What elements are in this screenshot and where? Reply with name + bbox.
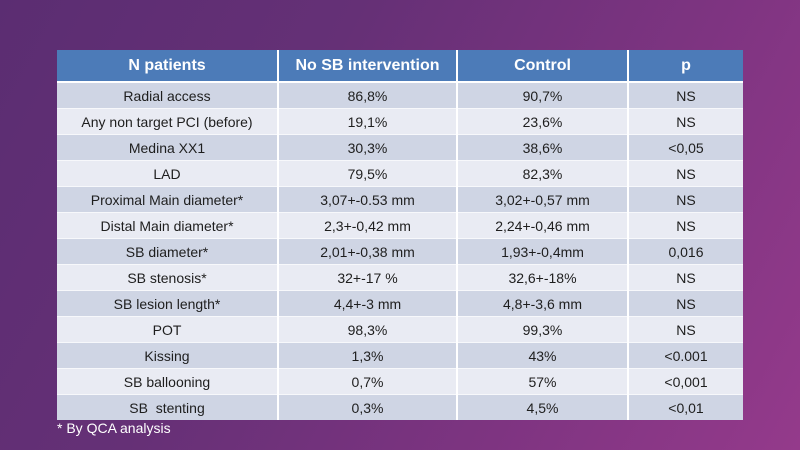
value-cell: <0,01 — [628, 394, 743, 420]
table-row: Any non target PCI (before) 19,1% 23,6% NS — [57, 108, 743, 135]
table-row: SB stenting 0,3% 4,5% <0,01 — [57, 394, 743, 420]
value-cell: <0.001 — [628, 342, 743, 369]
table-row: POT 98,3% 99,3% NS — [57, 316, 743, 343]
row-label-cell: SB stenting — [57, 394, 279, 420]
value-cell: NS — [628, 212, 743, 239]
table-row: SB stenosis* 32+-17 % 32,6+-18% NS — [57, 264, 743, 291]
row-label-cell: SB diameter* — [57, 238, 279, 265]
value-cell: 2,24+-0,46 mm — [457, 212, 629, 239]
footnote: * By QCA analysis — [57, 420, 171, 436]
table-row: SB ballooning 0,7% 57% <0,001 — [57, 368, 743, 395]
table-row: SB lesion length* 4,4+-3 mm 4,8+-3,6 mm NS — [57, 290, 743, 317]
table-row: SB diameter* 2,01+-0,38 mm 1,93+-0,4mm 0,01… — [57, 238, 743, 265]
column-header-control: Control — [457, 50, 629, 83]
table-row: Proximal Main diameter* 3,07+-0.53 mm 3,02… — [57, 186, 743, 213]
value-cell: 79,5% — [278, 160, 458, 187]
value-cell: NS — [628, 316, 743, 343]
header-row: N patients No SB intervention Control p — [57, 50, 743, 83]
column-header-no-sb-intervention: No SB intervention — [278, 50, 458, 83]
value-cell: 0,7% — [278, 368, 458, 395]
table-row: Radial access 86,8% 90,7% NS — [57, 82, 743, 109]
value-cell: 4,5% — [457, 394, 629, 420]
value-cell: 32,6+-18% — [457, 264, 629, 291]
value-cell: 1,93+-0,4mm — [457, 238, 629, 265]
value-cell: 86,8% — [278, 82, 458, 109]
value-cell: 4,4+-3 mm — [278, 290, 458, 317]
row-label-cell: Medina XX1 — [57, 134, 279, 161]
value-cell: NS — [628, 160, 743, 187]
value-cell: NS — [628, 108, 743, 135]
value-cell: 19,1% — [278, 108, 458, 135]
value-cell: 0,3% — [278, 394, 458, 420]
row-label-cell: SB stenosis* — [57, 264, 279, 291]
table-row: Distal Main diameter* 2,3+-0,42 mm 2,24+-0… — [57, 212, 743, 239]
value-cell: NS — [628, 290, 743, 317]
table-row: LAD 79,5% 82,3% NS — [57, 160, 743, 187]
row-label-cell: Radial access — [57, 82, 279, 109]
value-cell: 2,3+-0,42 mm — [278, 212, 458, 239]
row-label-cell: Proximal Main diameter* — [57, 186, 279, 213]
column-header-p: p — [628, 50, 743, 83]
value-cell: <0,05 — [628, 134, 743, 161]
row-label-cell: Any non target PCI (before) — [57, 108, 279, 135]
value-cell: NS — [628, 82, 743, 109]
row-label-cell: SB ballooning — [57, 368, 279, 395]
row-label-cell: LAD — [57, 160, 279, 187]
table-row: Kissing 1,3% 43% <0.001 — [57, 342, 743, 369]
value-cell: 38,6% — [457, 134, 629, 161]
row-label-cell: POT — [57, 316, 279, 343]
table-body: Radial access 86,8% 90,7% NS Any non target … — [57, 82, 743, 420]
value-cell: <0,001 — [628, 368, 743, 395]
value-cell: NS — [628, 264, 743, 291]
value-cell: 3,07+-0.53 mm — [278, 186, 458, 213]
results-table: N patients No SB intervention Control p … — [57, 50, 743, 420]
value-cell: NS — [628, 186, 743, 213]
value-cell: 2,01+-0,38 mm — [278, 238, 458, 265]
value-cell: 4,8+-3,6 mm — [457, 290, 629, 317]
value-cell: 32+-17 % — [278, 264, 458, 291]
value-cell: 57% — [457, 368, 629, 395]
value-cell: 3,02+-0,57 mm — [457, 186, 629, 213]
value-cell: 82,3% — [457, 160, 629, 187]
value-cell: 1,3% — [278, 342, 458, 369]
value-cell: 43% — [457, 342, 629, 369]
value-cell: 23,6% — [457, 108, 629, 135]
row-label-cell: Kissing — [57, 342, 279, 369]
row-label-cell: Distal Main diameter* — [57, 212, 279, 239]
column-header-n-patients: N patients — [57, 50, 279, 83]
value-cell: 98,3% — [278, 316, 458, 343]
value-cell: 99,3% — [457, 316, 629, 343]
value-cell: 90,7% — [457, 82, 629, 109]
value-cell: 0,016 — [628, 238, 743, 265]
row-label-cell: SB lesion length* — [57, 290, 279, 317]
value-cell: 30,3% — [278, 134, 458, 161]
table-row: Medina XX1 30,3% 38,6% <0,05 — [57, 134, 743, 161]
